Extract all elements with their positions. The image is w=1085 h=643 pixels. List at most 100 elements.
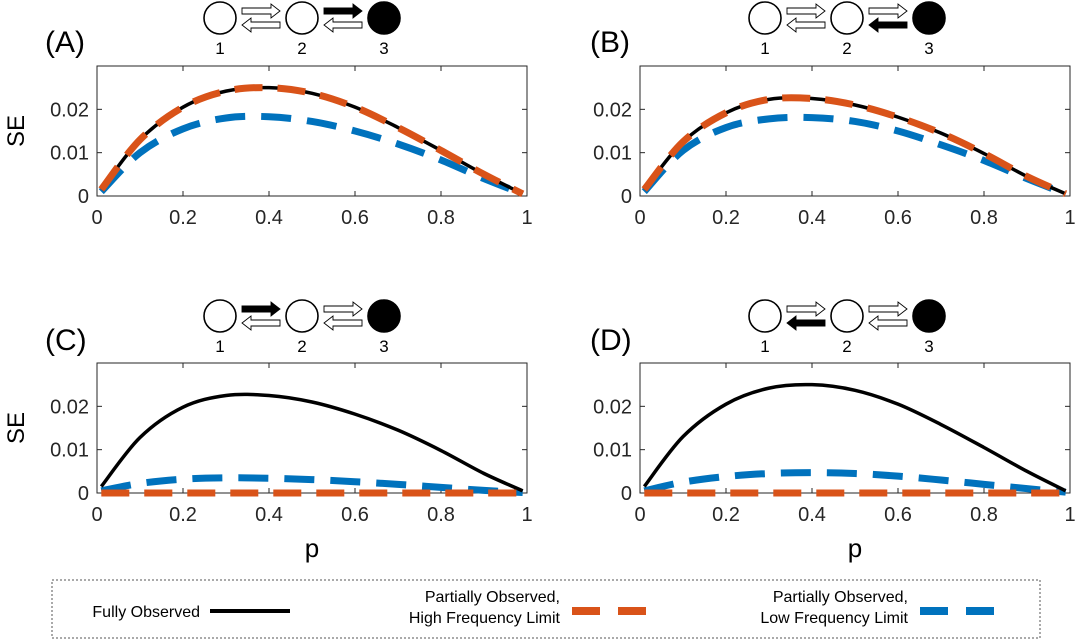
- y-tick-label: 0.02: [50, 99, 89, 121]
- series-line-partially-observed-high-frequency-limit: [98, 84, 525, 197]
- series-line-fully-observed: [99, 85, 524, 196]
- x-tick-label: 0.6: [341, 504, 369, 526]
- state-2-label: 2: [842, 39, 851, 58]
- arrow-3-to-2: [868, 17, 908, 33]
- axes-box: [96, 362, 528, 494]
- state-1-label: 1: [215, 337, 224, 356]
- x-tick-label: 0.6: [884, 207, 912, 229]
- state-2-circle: [830, 1, 864, 35]
- y-axis-label: SE: [3, 412, 30, 444]
- state-2-label: 2: [842, 337, 851, 356]
- x-tick-label: 0.2: [169, 504, 197, 526]
- series-line-fully-observed: [99, 392, 524, 493]
- x-tick-label: 0.6: [341, 207, 369, 229]
- y-tick-label: 0: [621, 483, 632, 505]
- legend-label: Fully Observed: [92, 604, 200, 621]
- state-3-circle: [912, 1, 946, 35]
- x-tick-label: 1: [521, 207, 532, 229]
- arrow-2-to-1: [241, 315, 281, 331]
- state-1-circle: [748, 299, 782, 333]
- legend-label: Partially Observed,: [425, 589, 560, 606]
- state-3-label: 3: [379, 39, 388, 58]
- series-line-partially-observed-low-frequency-limit: [98, 112, 524, 198]
- state-3-circle: [912, 299, 946, 333]
- arrow-3-to-2: [323, 315, 363, 331]
- y-tick-label: 0.01: [593, 440, 632, 462]
- arrow-1-to-2: [786, 3, 826, 19]
- x-tick-label: 1: [1064, 504, 1075, 526]
- axes-box: [639, 65, 1071, 197]
- arrow-1-to-2: [786, 301, 826, 317]
- legend-item-1: Fully Observed: [92, 604, 290, 621]
- state-2-circle: [830, 299, 864, 333]
- arrow-1-to-2: [241, 3, 281, 19]
- state-1-label: 1: [215, 39, 224, 58]
- series-line-fully-observed: [642, 382, 1067, 493]
- panel-label: (B): [590, 26, 630, 59]
- x-axis-label: p: [848, 533, 862, 563]
- legend-item-3: Partially Observed, Low Frequency Limit: [760, 589, 1006, 627]
- state-3-label: 3: [924, 337, 933, 356]
- state-1-label: 1: [760, 39, 769, 58]
- y-tick-label: 0: [78, 186, 89, 208]
- panel-label: (A): [45, 26, 85, 59]
- x-tick-label: 0.2: [712, 207, 740, 229]
- state-1-circle: [748, 1, 782, 35]
- arrow-3-to-2: [323, 17, 363, 33]
- x-tick-label: 0.4: [255, 504, 283, 526]
- y-tick-label: 0.01: [50, 143, 89, 165]
- series-line-partially-observed-low-frequency-limit: [643, 469, 1067, 496]
- panel-b: (B) 1 2 3 0 0.2 0.4 0.6 0.8 1 0 0.01 0.02: [590, 1, 1076, 229]
- state-2-circle: [285, 1, 319, 35]
- y-tick-label: 0: [78, 483, 89, 505]
- x-tick-label: 0.6: [884, 504, 912, 526]
- legend: Fully Observed Partially Observed, High Fr…: [51, 579, 1041, 639]
- x-tick-label: 0.4: [798, 504, 826, 526]
- series-line-partially-observed-low-frequency-limit: [100, 474, 523, 497]
- x-tick-label: 0.4: [798, 207, 826, 229]
- arrow-2-to-1: [241, 17, 281, 33]
- state-3-label: 3: [924, 39, 933, 58]
- panel-label: (C): [45, 324, 87, 357]
- legend-label: Low Frequency Limit: [760, 610, 908, 627]
- state-2-label: 2: [297, 337, 306, 356]
- y-tick-label: 0.01: [50, 440, 89, 462]
- y-tick-label: 0.01: [593, 143, 632, 165]
- state-3-circle: [367, 1, 401, 35]
- arrow-2-to-3: [323, 3, 363, 19]
- x-tick-label: 1: [1064, 207, 1075, 229]
- panel-c: (C) 1 2 3 0 0.2 0.4 0.6 0.8 1 0 0.01 0.02 SE p: [3, 299, 533, 563]
- arrow-2-to-3: [323, 301, 363, 317]
- axes-box: [639, 362, 1071, 494]
- series-line-partially-observed-high-frequency-limit: [641, 94, 1068, 198]
- arrow-3-to-2: [868, 315, 908, 331]
- x-tick-label: 0: [91, 504, 102, 526]
- legend-item-2: Partially Observed, High Frequency Limit: [409, 589, 656, 627]
- x-tick-label: 0: [634, 207, 645, 229]
- x-tick-label: 1: [521, 504, 532, 526]
- y-tick-label: 0.02: [593, 99, 632, 121]
- x-tick-label: 0: [91, 207, 102, 229]
- legend-label: High Frequency Limit: [409, 610, 561, 627]
- arrow-2-to-1: [786, 17, 826, 33]
- x-tick-label: 0.8: [970, 504, 998, 526]
- x-tick-label: 0.8: [427, 504, 455, 526]
- arrow-1-to-2: [241, 301, 281, 317]
- state-3-label: 3: [379, 337, 388, 356]
- y-tick-label: 0: [621, 186, 632, 208]
- x-tick-label: 0.8: [970, 207, 998, 229]
- x-tick-label: 0.4: [255, 207, 283, 229]
- x-tick-label: 0: [634, 504, 645, 526]
- y-tick-label: 0.02: [593, 396, 632, 418]
- x-tick-label: 0.8: [427, 207, 455, 229]
- y-axis-label: SE: [3, 115, 30, 147]
- x-tick-label: 0.2: [169, 207, 197, 229]
- series-line-fully-observed: [642, 95, 1067, 196]
- axes-box: [96, 65, 528, 197]
- y-tick-label: 0.02: [50, 396, 89, 418]
- legend-label: Partially Observed,: [773, 589, 908, 606]
- state-2-label: 2: [297, 39, 306, 58]
- arrow-2-to-3: [868, 3, 908, 19]
- state-1-circle: [203, 299, 237, 333]
